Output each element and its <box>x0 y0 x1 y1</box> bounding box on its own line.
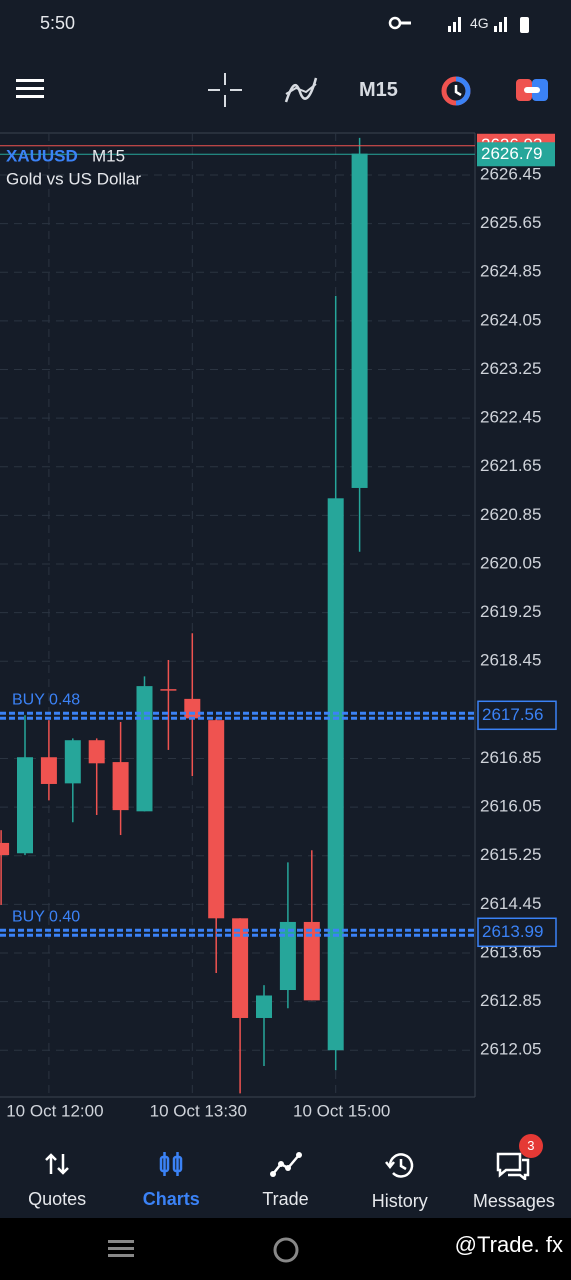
candle-body <box>64 740 81 784</box>
symbol-description: Gold vs US Dollar <box>6 169 141 188</box>
y-tick-label: 2620.85 <box>480 505 541 524</box>
y-tick-label: 2621.65 <box>480 456 541 475</box>
clock: 5:50 <box>40 13 76 33</box>
position-price-box <box>477 917 557 948</box>
candle-body <box>0 842 10 856</box>
y-tick-label: 2612.85 <box>480 991 541 1010</box>
candle-body <box>232 918 249 1018</box>
nav-label: Messages <box>472 1191 555 1211</box>
y-tick-label: 2624.85 <box>480 262 541 281</box>
one-click-trading-button[interactable] <box>440 75 472 107</box>
bid-price: 2626.79 <box>481 144 542 163</box>
candle-body <box>17 757 33 854</box>
nav-quotes[interactable]: Quotes <box>0 1138 114 1218</box>
y-tick-label: 2626.45 <box>480 164 541 183</box>
charts-icon <box>160 1152 183 1176</box>
candle-body <box>112 762 129 811</box>
candle-body <box>40 757 57 784</box>
status-icons-right <box>494 17 529 33</box>
candle-body <box>160 689 177 691</box>
history-icon <box>384 1153 413 1178</box>
y-tick-label: 2619.25 <box>480 602 541 621</box>
indicators-button[interactable] <box>284 74 318 106</box>
candle-body <box>351 153 368 488</box>
candle-body <box>136 686 153 812</box>
nav-trade[interactable]: Trade <box>228 1138 342 1218</box>
status-bar: 5:50 4G <box>0 0 571 48</box>
symbol: XAUUSD <box>6 146 78 165</box>
menu-button[interactable] <box>16 78 44 100</box>
nav-messages[interactable]: 3 Messages <box>457 1134 571 1218</box>
bid-box <box>477 142 555 167</box>
badge: 3 <box>518 1134 543 1158</box>
x-tick-label: 10 Oct 13:30 <box>150 1101 247 1120</box>
y-tick-label: 2623.25 <box>480 359 541 378</box>
y-tick-label: 2625.65 <box>480 213 541 232</box>
position-price: 2617.56 <box>482 705 543 724</box>
trade-button[interactable] <box>516 77 548 105</box>
candle-body <box>88 740 105 764</box>
candle-body <box>208 720 225 919</box>
y-tick-label: 2616.85 <box>480 748 541 767</box>
bottom-nav: Quotes Charts Trade History 3 Messages <box>0 1134 571 1218</box>
x-tick-label: 10 Oct 12:00 <box>6 1101 103 1120</box>
y-tick-label: 2612.05 <box>480 1040 541 1059</box>
system-bar: @Trade. fx <box>0 1218 571 1280</box>
y-tick-label: 2616.05 <box>480 797 541 816</box>
status-icons <box>388 16 461 32</box>
network-type: 4G <box>470 15 489 31</box>
quotes-icon <box>45 1153 69 1175</box>
y-tick-label: 2613.65 <box>480 942 541 961</box>
position-label: BUY 0.40 <box>12 908 80 925</box>
toolbar: M15 <box>0 60 571 120</box>
timeframe-button[interactable]: M15 <box>359 79 398 101</box>
candle-body <box>303 921 320 1001</box>
y-tick-label: 2622.45 <box>480 408 541 427</box>
crosshair-button[interactable] <box>208 73 242 107</box>
candle-body <box>256 995 272 1018</box>
y-tick-label: 2614.45 <box>480 894 541 913</box>
position-price-box <box>477 700 557 731</box>
candle-body <box>279 921 296 991</box>
messages-icon <box>496 1152 530 1182</box>
candle-body <box>327 498 344 1051</box>
chart: 2626.45 2625.65 2624.85 2624.05 2623.25 2622.… <box>0 132 557 1120</box>
nav-charts[interactable]: Charts <box>114 1138 228 1218</box>
y-tick-label: 2624.05 <box>480 310 541 329</box>
watermark: @Trade. fx <box>454 1232 563 1257</box>
timeframe: M15 <box>92 146 125 165</box>
y-tick-label: 2620.05 <box>480 553 541 572</box>
y-tick-label: 2615.25 <box>480 845 541 864</box>
trade-icon <box>269 1152 302 1177</box>
position-label: BUY 0.48 <box>12 692 80 709</box>
nav-label: Quotes <box>28 1189 87 1209</box>
home-button[interactable] <box>272 1236 300 1264</box>
position-price: 2613.99 <box>482 922 543 941</box>
nav-history[interactable]: History <box>343 1138 457 1218</box>
candle-body <box>184 698 201 719</box>
y-tick-label: 2618.45 <box>480 651 541 670</box>
nav-label: History <box>371 1191 428 1211</box>
x-tick-label: 10 Oct 15:00 <box>293 1101 390 1120</box>
nav-label: Trade <box>262 1189 309 1209</box>
recents-button[interactable] <box>108 1238 136 1260</box>
nav-label: Charts <box>142 1189 200 1209</box>
